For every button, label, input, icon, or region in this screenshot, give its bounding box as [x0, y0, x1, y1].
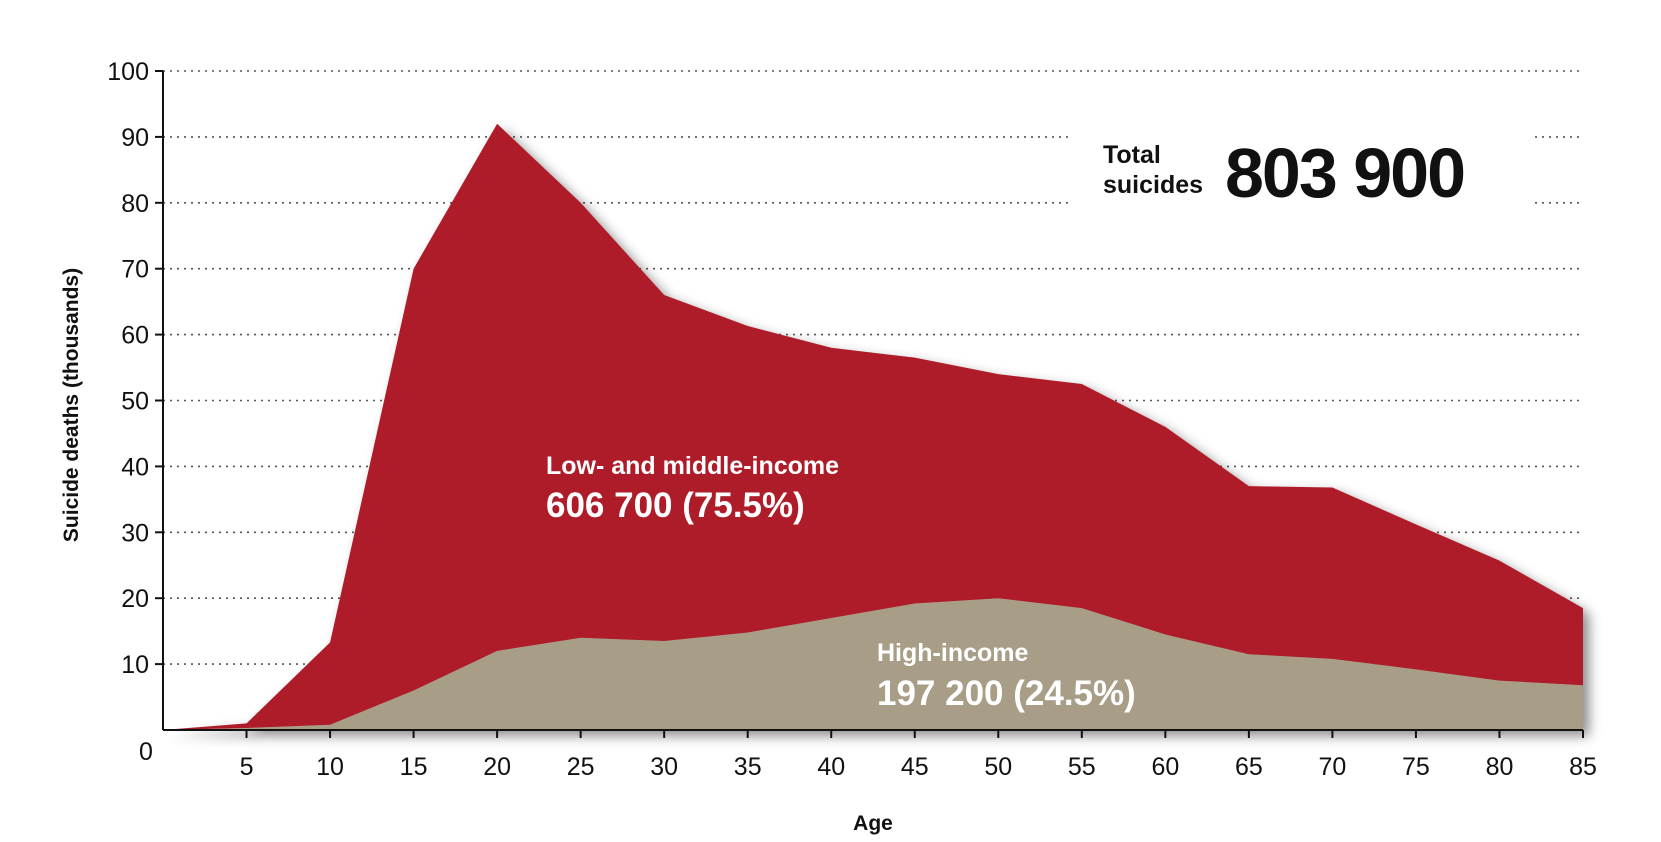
high-income-series-value: 197 200 (24.5%)	[877, 674, 1136, 713]
area-series-high-income	[163, 598, 1583, 730]
y-tick-label-60: 60	[121, 322, 149, 350]
y-tick-label-90: 90	[121, 124, 149, 152]
y-tick-label-40: 40	[121, 453, 149, 481]
x-tick-label-30: 30	[650, 753, 678, 781]
y-axis-title: Suicide deaths (thousands)	[60, 268, 83, 542]
y-tick-label-50: 50	[121, 388, 149, 416]
total-box-background	[1070, 110, 1532, 210]
x-tick-label-70: 70	[1319, 753, 1347, 781]
x-tick-label-85: 85	[1569, 753, 1597, 781]
x-tick-label-75: 75	[1402, 753, 1430, 781]
x-tick-label-20: 20	[483, 753, 511, 781]
x-axis-title: Age	[853, 812, 893, 835]
total-value: 803 900	[1225, 134, 1464, 212]
x-tick-label-10: 10	[316, 753, 344, 781]
total-label-line2: suicides	[1103, 171, 1203, 199]
x-tick-label-45: 45	[901, 753, 929, 781]
area-series-low-middle-income	[163, 123, 1583, 731]
x-tick-label-40: 40	[817, 753, 845, 781]
stacked-areas	[163, 123, 1583, 731]
x-tick-labels: 5 10 15 20 25 30 35 40 45 50 55 60 65 70 75 80 85	[240, 730, 1597, 781]
x-tick-label-55: 55	[1068, 753, 1096, 781]
x-tick-label-5: 5	[240, 753, 254, 781]
y-tick-label-70: 70	[121, 256, 149, 284]
high-income-series-name: High-income	[877, 639, 1028, 667]
y-tick-label-80: 80	[121, 190, 149, 218]
y-tick-label-100: 100	[107, 58, 149, 86]
x-tick-label-60: 60	[1151, 753, 1179, 781]
x-tick-label-80: 80	[1486, 753, 1514, 781]
x-tick-label-65: 65	[1235, 753, 1263, 781]
x-tick-label-50: 50	[984, 753, 1012, 781]
y-tick-labels: 0 10 20 30 40 50 60 70 80 90 100	[107, 58, 163, 766]
y-tick-label-10: 10	[121, 651, 149, 679]
x-tick-label-35: 35	[734, 753, 762, 781]
total-label-line1: Total	[1103, 141, 1161, 169]
y-tick-label-30: 30	[121, 519, 149, 547]
low-middle-income-series-name: Low- and middle-income	[546, 452, 839, 480]
x-tick-label-15: 15	[400, 753, 428, 781]
y-tick-label-20: 20	[121, 585, 149, 613]
y-tick-label-0: 0	[139, 738, 153, 766]
low-middle-income-series-value: 606 700 (75.5%)	[546, 486, 805, 525]
x-tick-label-25: 25	[567, 753, 595, 781]
